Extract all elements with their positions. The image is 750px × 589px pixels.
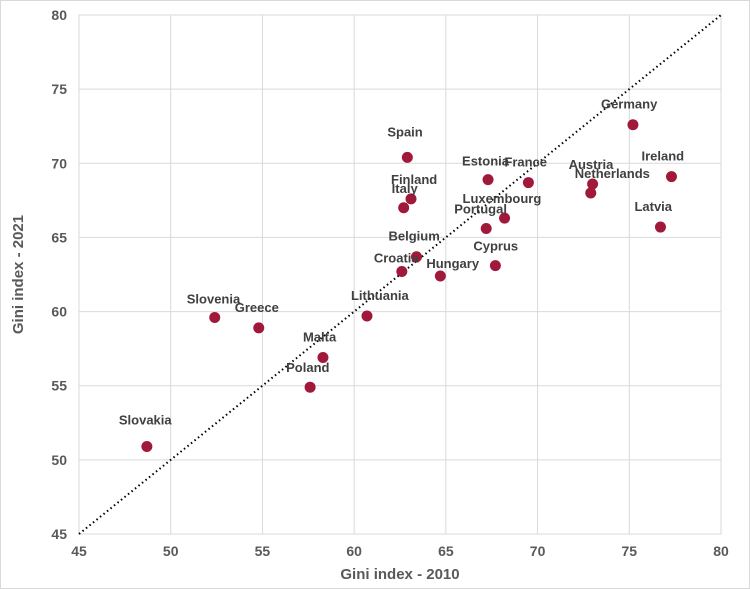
- data-point: [665, 171, 677, 183]
- point-label: Croatia: [374, 251, 420, 266]
- data-point: [411, 251, 423, 263]
- y-axis-ticks: 45 50 55 60 65 70 75 80: [51, 7, 67, 542]
- point-label: Malta: [303, 330, 337, 345]
- data-point: [654, 221, 666, 233]
- x-axis-title: Gini index - 2010: [340, 566, 459, 583]
- data-point: [489, 260, 501, 272]
- data-point: [627, 119, 639, 131]
- point-label: Luxembourg: [463, 191, 542, 206]
- x-tick-label: 60: [346, 543, 362, 559]
- x-tick-label: 65: [438, 543, 454, 559]
- y-tick-label: 45: [51, 526, 67, 542]
- y-tick-label: 55: [51, 378, 67, 394]
- point-label: Netherlands: [575, 166, 650, 181]
- gridlines: [78, 14, 722, 535]
- x-tick-label: 55: [255, 543, 271, 559]
- data-point: [405, 193, 417, 205]
- data-point: [482, 174, 494, 186]
- y-tick-label: 75: [51, 81, 67, 97]
- point-label: France: [504, 155, 547, 170]
- data-points: [141, 119, 677, 453]
- plot-area-border: [78, 14, 722, 535]
- point-label: Belgium: [389, 229, 440, 244]
- y-tick-label: 80: [51, 7, 67, 23]
- x-tick-label: 45: [71, 543, 87, 559]
- point-label: Slovenia: [187, 292, 241, 307]
- point-label: Greece: [235, 300, 279, 315]
- point-label: Austria: [569, 157, 615, 172]
- data-point: [141, 441, 153, 453]
- x-axis-ticks: 45 50 55 60 65 70 75 80: [71, 543, 729, 559]
- y-axis-title: Gini index - 2021: [10, 215, 27, 334]
- point-label: Portugal: [454, 202, 507, 217]
- x-tick-label: 75: [621, 543, 637, 559]
- data-point: [304, 381, 316, 393]
- point-label: Slovakia: [119, 413, 173, 428]
- data-point: [499, 212, 511, 224]
- data-point: [585, 187, 597, 199]
- data-point: [361, 310, 373, 322]
- y-tick-label: 50: [51, 452, 67, 468]
- data-point: [253, 322, 265, 334]
- data-point: [522, 177, 534, 189]
- point-label: Latvia: [634, 199, 672, 214]
- y-tick-label: 65: [51, 229, 67, 245]
- data-point: [587, 178, 599, 190]
- point-label: Estonia: [462, 154, 510, 169]
- y-tick-label: 60: [51, 304, 67, 320]
- point-label: Germany: [601, 97, 658, 112]
- point-label: Cyprus: [473, 239, 518, 254]
- point-label: Poland: [286, 360, 329, 375]
- data-point: [209, 312, 221, 324]
- point-label: Ireland: [641, 149, 684, 164]
- point-label: Spain: [387, 124, 422, 139]
- point-label: Lithuania: [351, 288, 410, 303]
- y-tick-label: 70: [51, 155, 67, 171]
- x-tick-label: 80: [713, 543, 729, 559]
- data-point: [401, 151, 413, 163]
- point-label: Hungary: [426, 256, 480, 271]
- data-point: [396, 266, 408, 278]
- point-label: Italy: [392, 181, 419, 196]
- x-tick-label: 70: [530, 543, 546, 559]
- point-label: Finland: [391, 172, 437, 187]
- data-point: [434, 270, 446, 282]
- data-point: [317, 352, 329, 364]
- x-tick-label: 50: [163, 543, 179, 559]
- data-point: [398, 202, 410, 214]
- data-point: [480, 223, 492, 235]
